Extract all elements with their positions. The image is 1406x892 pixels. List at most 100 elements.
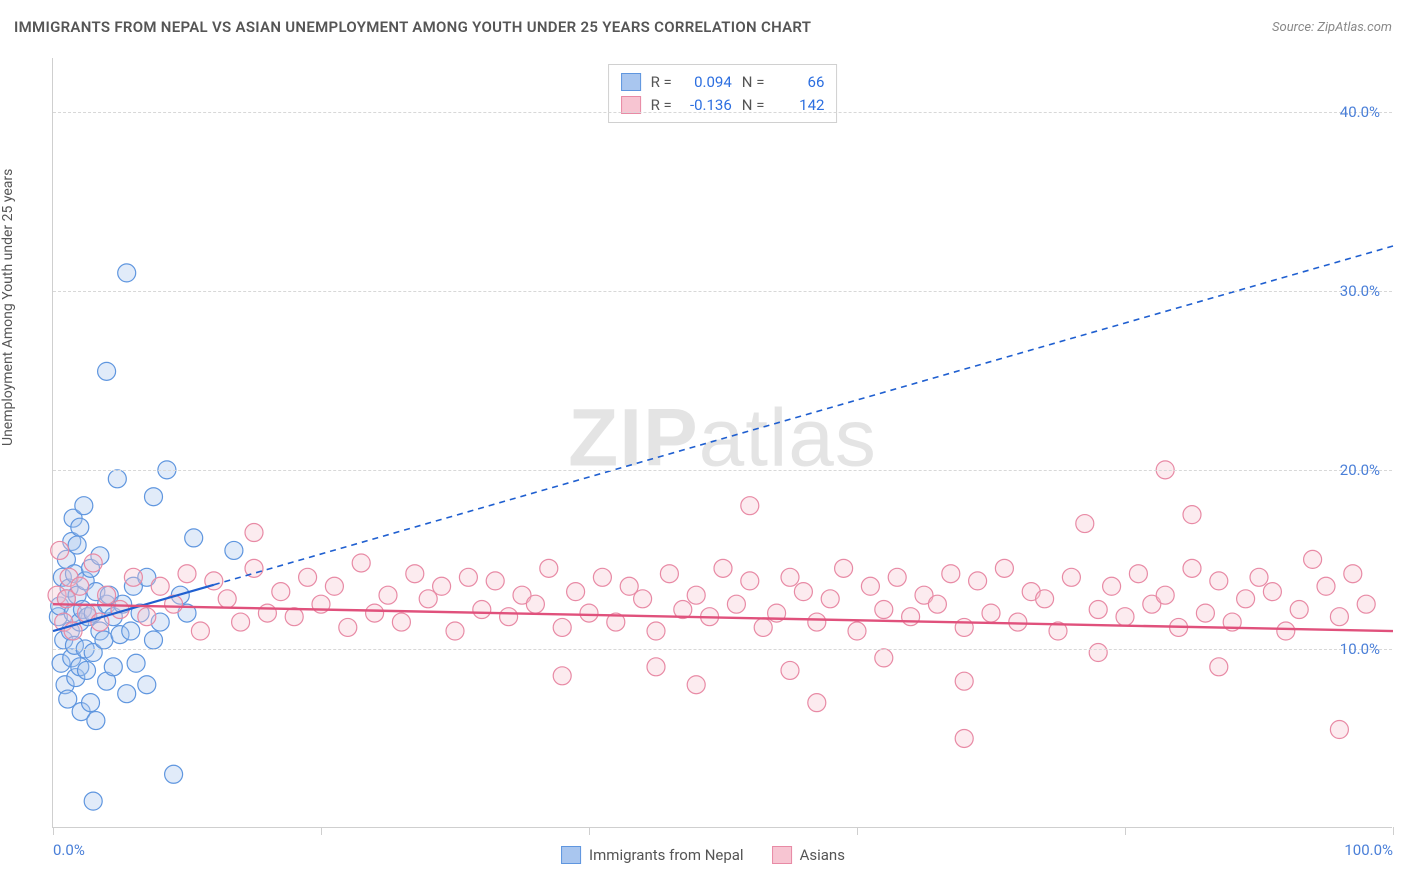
- scatter-point-asians: [553, 667, 571, 685]
- scatter-point-asians: [982, 604, 1000, 622]
- scatter-point-asians: [325, 577, 343, 595]
- scatter-point-asians: [1129, 565, 1147, 583]
- scatter-point-asians: [138, 608, 156, 626]
- scatter-point-asians: [835, 559, 853, 577]
- scatter-point-asians: [366, 604, 384, 622]
- scatter-point-nepal: [84, 792, 102, 810]
- scatter-point-asians: [191, 622, 209, 640]
- scatter-point-asians: [567, 583, 585, 601]
- scatter-point-asians: [875, 601, 893, 619]
- chart-svg: [53, 58, 1392, 827]
- scatter-point-asians: [955, 729, 973, 747]
- source-label: Source: ZipAtlas.com: [1272, 20, 1392, 35]
- scatter-point-asians: [1183, 506, 1201, 524]
- scatter-point-asians: [1009, 613, 1027, 631]
- scatter-point-asians: [151, 577, 169, 595]
- scatter-point-asians: [888, 568, 906, 586]
- scatter-point-asians: [1196, 604, 1214, 622]
- scatter-point-asians: [580, 604, 598, 622]
- scatter-point-asians: [71, 577, 89, 595]
- scatter-point-asians: [634, 590, 652, 608]
- legend-label-nepal: Immigrants from Nepal: [589, 846, 744, 864]
- x-tick: [1393, 827, 1394, 835]
- scatter-point-asians: [1062, 568, 1080, 586]
- y-tick-label: 10.0%: [1340, 640, 1380, 658]
- scatter-point-asians: [794, 583, 812, 601]
- scatter-point-asians: [406, 565, 424, 583]
- legend-item-nepal: Immigrants from Nepal: [561, 846, 744, 864]
- scatter-point-asians: [1036, 590, 1054, 608]
- scatter-point-asians: [1116, 608, 1134, 626]
- x-tick-label: 100.0%: [1344, 841, 1393, 859]
- regression-line-asians: [53, 604, 1393, 631]
- scatter-point-asians: [1330, 721, 1348, 739]
- legend-label-asians: Asians: [800, 846, 845, 864]
- scatter-point-asians: [339, 618, 357, 636]
- scatter-point-asians: [928, 595, 946, 613]
- scatter-point-asians: [1277, 622, 1295, 640]
- scatter-point-nepal: [78, 661, 96, 679]
- y-axis-label: Unemployment Among Youth under 25 years: [0, 169, 16, 446]
- scatter-point-nepal: [122, 622, 140, 640]
- scatter-point-asians: [1089, 601, 1107, 619]
- scatter-point-asians: [285, 608, 303, 626]
- scatter-point-asians: [392, 613, 410, 631]
- grid-line: [53, 112, 1392, 113]
- legend-item-asians: Asians: [772, 846, 845, 864]
- scatter-point-asians: [473, 601, 491, 619]
- scatter-point-nepal: [138, 676, 156, 694]
- scatter-point-asians: [553, 618, 571, 636]
- scatter-point-nepal: [118, 264, 136, 282]
- scatter-point-asians: [808, 694, 826, 712]
- bottom-legend: Immigrants from Nepal Asians: [561, 846, 845, 864]
- scatter-point-nepal: [145, 631, 163, 649]
- x-tick: [1125, 827, 1126, 835]
- scatter-point-asians: [272, 583, 290, 601]
- scatter-point-asians: [1103, 577, 1121, 595]
- scatter-point-asians: [1290, 601, 1308, 619]
- x-tick: [53, 827, 54, 835]
- scatter-point-asians: [232, 613, 250, 631]
- scatter-point-asians: [1183, 559, 1201, 577]
- scatter-point-asians: [647, 658, 665, 676]
- scatter-point-asians: [848, 622, 866, 640]
- scatter-point-asians: [1317, 577, 1335, 595]
- scatter-point-nepal: [75, 497, 93, 515]
- legend-swatch-nepal: [561, 846, 581, 864]
- scatter-point-asians: [51, 541, 69, 559]
- scatter-point-asians: [459, 568, 477, 586]
- grid-line: [53, 649, 1392, 650]
- scatter-point-nepal: [118, 685, 136, 703]
- scatter-point-nepal: [185, 529, 203, 547]
- scatter-point-asians: [178, 565, 196, 583]
- scatter-point-asians: [500, 608, 518, 626]
- scatter-point-nepal: [127, 654, 145, 672]
- scatter-point-asians: [1076, 515, 1094, 533]
- x-tick-label: 0.0%: [53, 841, 85, 859]
- scatter-point-asians: [593, 568, 611, 586]
- scatter-point-nepal: [108, 470, 126, 488]
- scatter-point-asians: [875, 649, 893, 667]
- scatter-point-asians: [995, 559, 1013, 577]
- y-tick-label: 30.0%: [1340, 282, 1380, 300]
- scatter-point-asians: [540, 559, 558, 577]
- scatter-point-asians: [124, 568, 142, 586]
- scatter-point-asians: [647, 622, 665, 640]
- scatter-point-asians: [741, 497, 759, 515]
- scatter-point-asians: [433, 577, 451, 595]
- scatter-point-asians: [299, 568, 317, 586]
- scatter-point-asians: [1089, 644, 1107, 662]
- scatter-point-asians: [245, 524, 263, 542]
- scatter-point-asians: [1210, 572, 1228, 590]
- legend-swatch-asians: [772, 846, 792, 864]
- scatter-point-asians: [1330, 608, 1348, 626]
- scatter-point-asians: [942, 565, 960, 583]
- scatter-point-asians: [98, 586, 116, 604]
- scatter-point-asians: [352, 554, 370, 572]
- chart-title: IMMIGRANTS FROM NEPAL VS ASIAN UNEMPLOYM…: [14, 18, 811, 36]
- grid-line: [53, 291, 1392, 292]
- scatter-point-nepal: [225, 541, 243, 559]
- x-tick: [589, 827, 590, 835]
- scatter-point-asians: [526, 595, 544, 613]
- scatter-point-asians: [1344, 565, 1362, 583]
